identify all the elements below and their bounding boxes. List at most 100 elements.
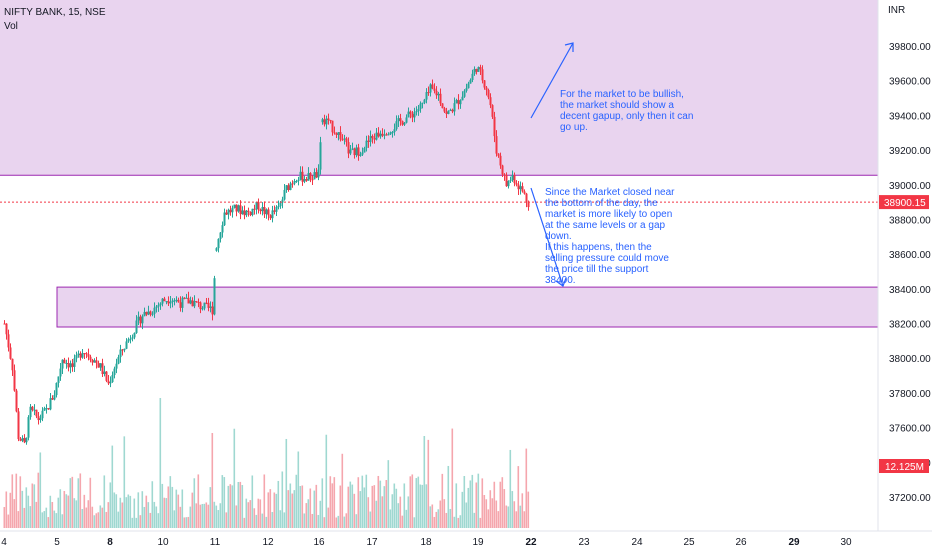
candle-body [461,96,464,101]
candle-body [215,248,218,251]
candle-body [509,180,512,182]
candle-body [101,363,104,375]
candle-body [123,348,126,351]
candle-body [23,438,26,443]
bullish-arrow-line[interactable] [530,42,574,119]
volume-bar [515,511,518,528]
candle-body [307,173,310,181]
candle-body [309,173,312,180]
candle-body [171,300,174,302]
time-axis[interactable]: 4 5 8 10 11 12 16 17 18 19 22 23 24 25 26 29 30 [0,530,932,548]
candle-body [271,210,274,219]
candle-body [371,135,374,139]
volume-bar [481,478,484,528]
candle-body [53,395,56,400]
volume-value-tag [879,459,929,473]
volume-bar [447,465,450,528]
volume-bar [317,514,320,528]
volume-bar [505,505,508,528]
candle-body [217,238,220,249]
volume-bar [429,506,432,528]
support-zone[interactable] [56,286,879,328]
price-tick-label: 38600.00 [889,250,931,261]
volume-bar [209,487,212,528]
volume-bar [345,513,348,528]
candle-body [13,370,16,391]
volume-indicator-label[interactable]: Vol [4,21,18,32]
candle-body [377,132,380,137]
candle-body [339,132,342,140]
candle-body [165,301,168,303]
candle-body [65,362,68,364]
candle-body [121,349,124,351]
volume-bar [463,476,466,528]
symbol-title[interactable]: NIFTY BANK, 15, NSE [4,7,106,18]
volume-bar [255,514,258,528]
candle-body [477,67,480,72]
current-price-label: 38900.15 [884,198,926,209]
volume-bar [349,481,352,528]
volume-bar [217,510,220,528]
volume-value-label: 12.125M [885,462,924,473]
candle-body [483,80,486,88]
volume-bar [123,436,126,528]
volume-bar [221,475,224,528]
volume-bar [215,505,218,528]
volume-bar [299,486,302,528]
candle-body [457,99,460,105]
candle-body [133,332,136,338]
candle-body [425,92,428,100]
volume-bar [319,500,322,528]
candle-body [213,278,216,315]
price-axis[interactable]: INR 39800.00 39600.00 39400.00 39200.00 39000… [877,0,932,550]
volume-bar [5,491,8,528]
volume-bar [19,476,22,528]
volume-bar [147,502,150,528]
bearish-arrow-line[interactable] [530,187,564,287]
candle-body [479,67,482,70]
candle-body [93,360,96,363]
volume-bar [67,495,70,528]
candle-body [375,132,378,140]
volume-bar [371,485,374,528]
candle-body [473,68,476,74]
volume-bar [3,507,6,528]
candle-body [445,111,448,114]
volume-bar [89,477,92,528]
volume-bar [35,501,38,528]
candle-body [393,129,396,133]
candle-body [33,409,36,411]
candle-body [163,298,166,302]
volume-bar [51,501,54,528]
volume-bar [179,506,182,528]
volume-bar [185,517,188,528]
volume-bar [135,517,138,528]
volume-bar [207,504,210,528]
candle-body [7,334,10,348]
candle-body [359,154,362,156]
volume-bar [129,495,132,528]
volume-bar [31,483,34,528]
candle-body [415,111,418,113]
candle-body [349,149,352,154]
zones-layer [0,0,879,328]
candle-body [517,184,520,190]
volume-bar [337,515,340,528]
trend-arrows[interactable] [530,42,574,287]
volume-bar [197,474,200,528]
bullish-annotation[interactable]: For the market to be bullish, the market… [560,89,694,133]
candle-body [267,209,270,216]
time-tick-label: 12 [262,537,274,548]
time-tick-label: 17 [366,537,378,548]
upper-resistance-zone[interactable] [0,0,878,176]
volume-bar [77,478,80,528]
volume-bar [453,516,456,528]
bearish-annotation[interactable]: Since the Market closed near the bottom … [545,187,675,286]
candle-body [411,113,414,118]
volume-bar [161,483,164,528]
volume-bar [187,516,190,528]
volume-bar [137,492,140,528]
time-tick-label: 4 [1,537,7,548]
volume-bar [191,492,194,528]
